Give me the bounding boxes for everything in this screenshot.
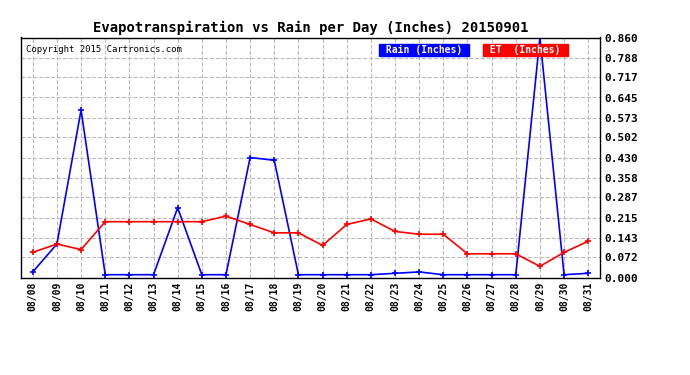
Text: Rain (Inches): Rain (Inches) bbox=[380, 45, 469, 55]
Title: Evapotranspiration vs Rain per Day (Inches) 20150901: Evapotranspiration vs Rain per Day (Inch… bbox=[92, 21, 529, 35]
Text: ET  (Inches): ET (Inches) bbox=[484, 45, 566, 55]
Text: Copyright 2015 Cartronics.com: Copyright 2015 Cartronics.com bbox=[26, 45, 182, 54]
